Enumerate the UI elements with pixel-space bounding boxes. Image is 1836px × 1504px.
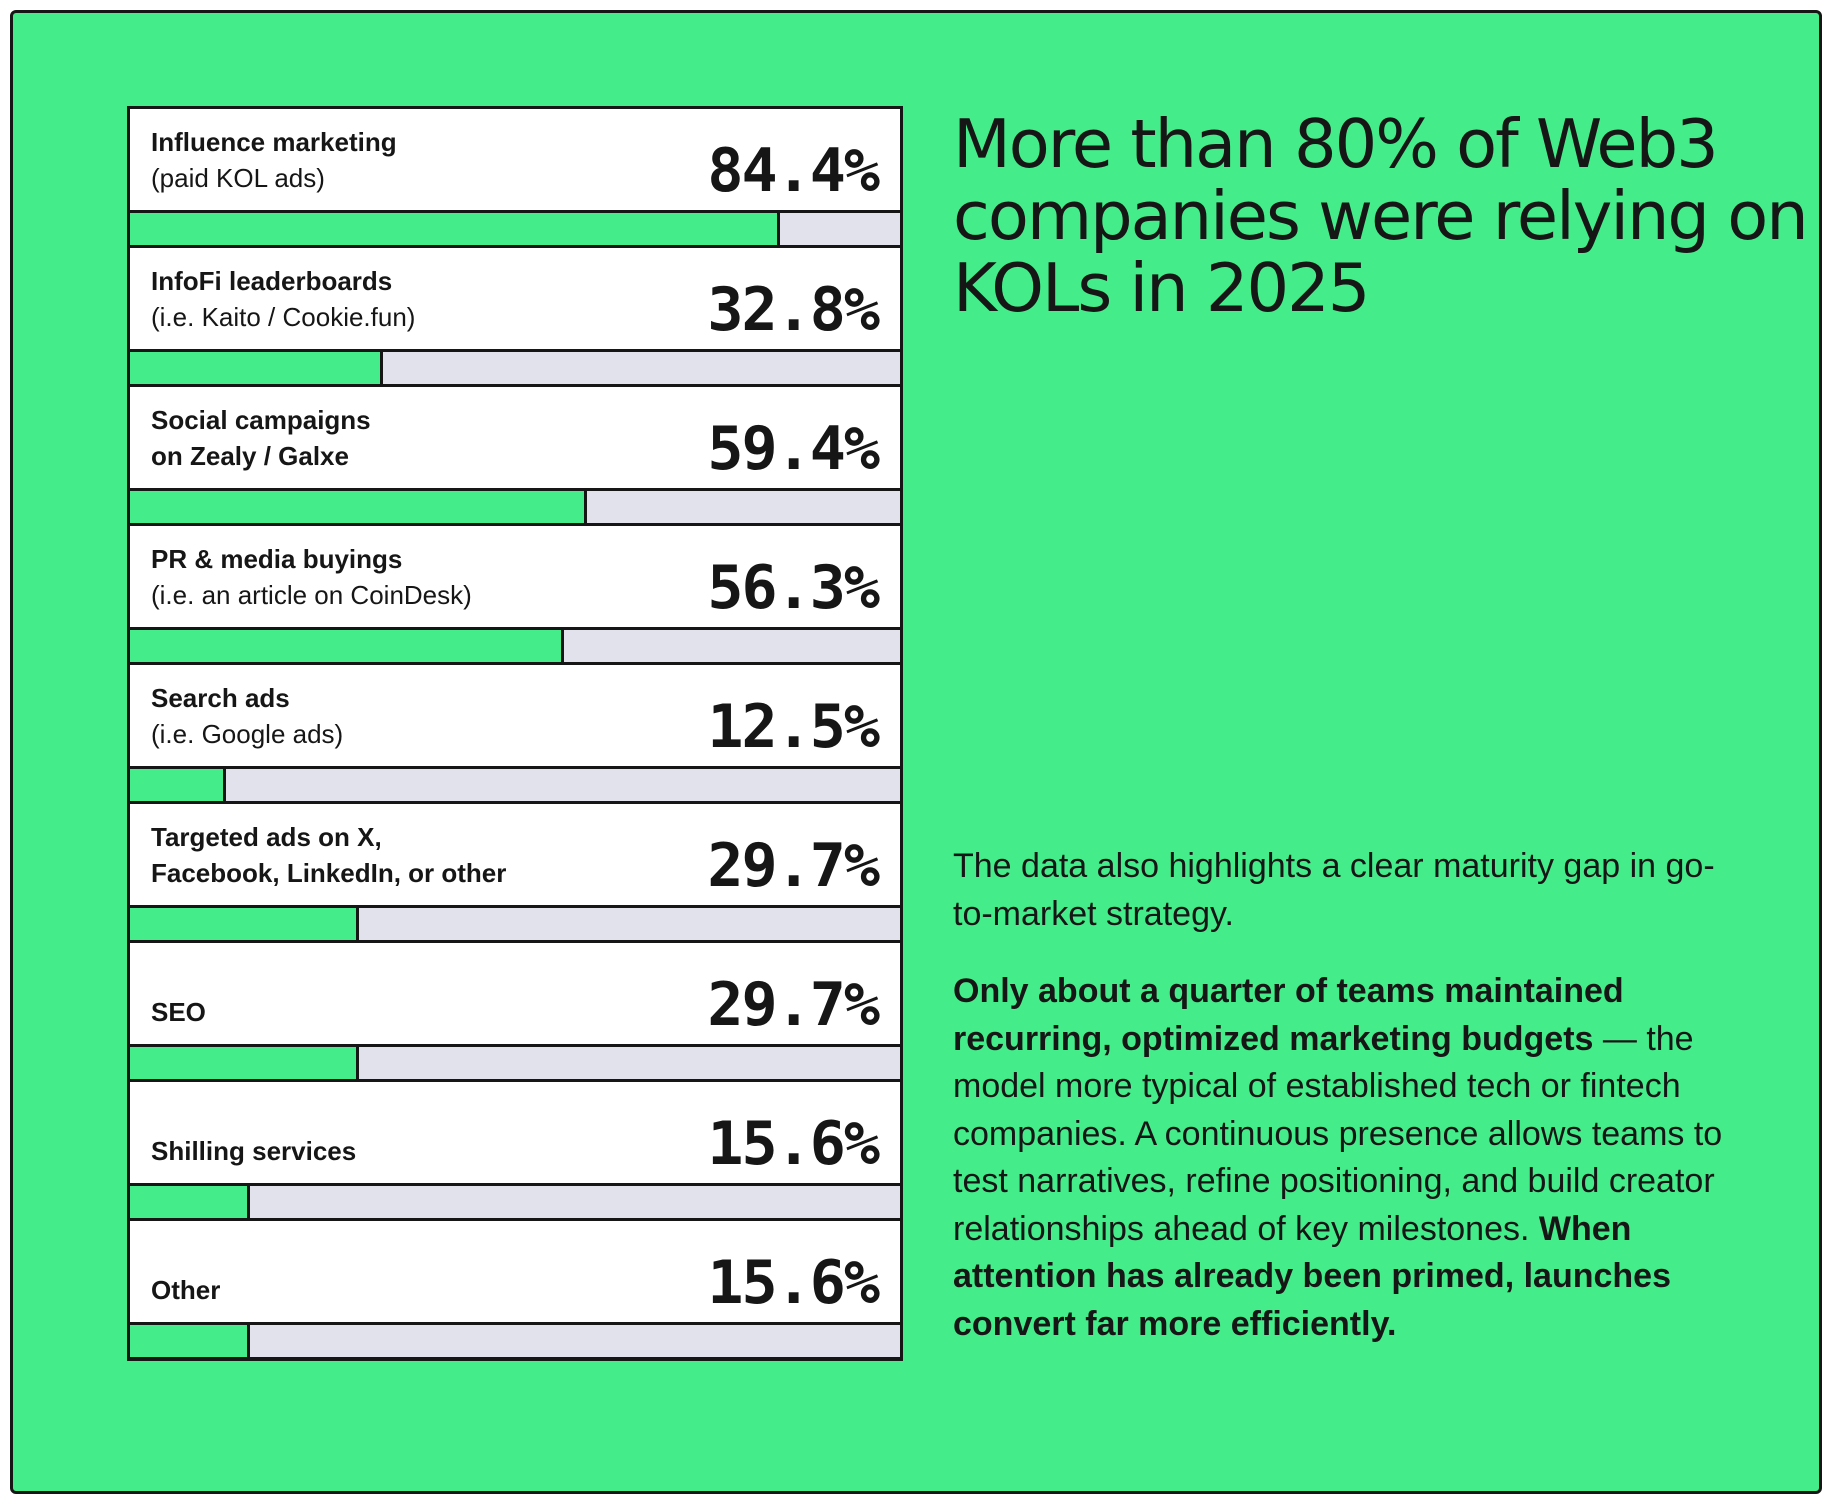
category-label-line1: Other: [151, 1275, 221, 1305]
value-label: 29.7%: [707, 970, 880, 1040]
category-label-line1: SEO: [151, 997, 206, 1027]
category-label: Targeted ads on X, Facebook, LinkedIn, or…: [151, 819, 506, 891]
category-label-line2: Facebook, LinkedIn, or other: [151, 858, 507, 888]
chart-row-label-box: Search ads (i.e. Google ads) 12.5%: [130, 665, 900, 769]
category-label: InfoFi leaderboards (i.e. Kaito / Cookie.…: [151, 263, 415, 335]
category-label: Search ads (i.e. Google ads): [151, 680, 343, 752]
bar-track: [130, 630, 900, 665]
body-bold-1: Only about a quarter of teams maintained…: [953, 972, 1624, 1058]
bar-track: [130, 769, 900, 804]
category-label-line1: Shilling services: [151, 1136, 357, 1166]
value-label: 32.8%: [707, 275, 880, 345]
chart-row-label-box: Influence marketing (paid KOL ads) 84.4%: [130, 109, 900, 213]
bar-track: [130, 491, 900, 526]
category-label: SEO: [151, 994, 206, 1030]
infographic-card: Influence marketing (paid KOL ads) 84.4% In…: [10, 10, 1822, 1494]
chart-row: Targeted ads on X, Facebook, LinkedIn, or…: [130, 804, 900, 943]
bar-chart: Influence marketing (paid KOL ads) 84.4% In…: [127, 106, 903, 1361]
category-label: Influence marketing (paid KOL ads): [151, 124, 397, 196]
category-label-line2: (paid KOL ads): [151, 163, 325, 193]
category-label-line1: Social campaigns: [151, 405, 371, 435]
category-label: Other: [151, 1272, 220, 1308]
bar-fill: [130, 213, 780, 245]
bar-track: [130, 352, 900, 387]
body-bold-2: When attention has already been primed, …: [953, 1209, 1671, 1343]
body-normal-1: — the model more typical of established …: [953, 1019, 1723, 1248]
bar-fill: [130, 908, 359, 940]
chart-row-label-box: Targeted ads on X, Facebook, LinkedIn, or…: [130, 804, 900, 908]
chart-row: Search ads (i.e. Google ads) 12.5%: [130, 665, 900, 804]
category-label: Shilling services: [151, 1133, 356, 1169]
value-label: 15.6%: [707, 1109, 880, 1179]
chart-row: Other 15.6%: [130, 1221, 900, 1360]
category-label-line1: Search ads: [151, 683, 290, 713]
chart-row-label-box: SEO 29.7%: [130, 943, 900, 1047]
category-label: Social campaigns on Zealy / Galxe: [151, 402, 371, 474]
bar-fill: [130, 1047, 359, 1079]
bar-fill: [130, 1186, 251, 1218]
chart-row-label-box: Social campaigns on Zealy / Galxe 59.4%: [130, 387, 900, 491]
value-label: 56.3%: [707, 553, 880, 623]
chart-row: SEO 29.7%: [130, 943, 900, 1082]
bar-fill: [130, 630, 564, 662]
bar-track: [130, 213, 900, 248]
category-label: PR & media buyings (i.e. an article on Co…: [151, 541, 472, 613]
category-label-line1: Targeted ads on X,: [151, 822, 382, 852]
body-paragraph-1: The data also highlights a clear maturit…: [953, 847, 1715, 933]
bar-fill: [130, 491, 588, 523]
body-text: The data also highlights a clear maturit…: [953, 843, 1753, 1378]
bar-track: [130, 1325, 900, 1360]
category-label-line1: Influence marketing: [151, 127, 397, 157]
value-label: 29.7%: [707, 831, 880, 901]
chart-row: Shilling services 15.6%: [130, 1082, 900, 1221]
value-label: 12.5%: [707, 692, 880, 762]
category-label-line1: PR & media buyings: [151, 544, 403, 574]
bar-track: [130, 1047, 900, 1082]
chart-row-label-box: PR & media buyings (i.e. an article on Co…: [130, 526, 900, 630]
chart-row: Influence marketing (paid KOL ads) 84.4%: [130, 109, 900, 248]
bar-fill: [130, 769, 227, 801]
bar-fill: [130, 1325, 251, 1357]
bar-track: [130, 908, 900, 943]
category-label-line2: (i.e. Google ads): [151, 719, 344, 749]
category-label-line2: on Zealy / Galxe: [151, 441, 349, 471]
chart-row: Social campaigns on Zealy / Galxe 59.4%: [130, 387, 900, 526]
body-paragraph-2: Only about a quarter of teams maintained…: [953, 968, 1753, 1348]
value-label: 84.4%: [707, 136, 880, 206]
bar-fill: [130, 352, 383, 384]
chart-row: PR & media buyings (i.e. an article on Co…: [130, 526, 900, 665]
bar-track: [130, 1186, 900, 1221]
chart-row-label-box: Other 15.6%: [130, 1221, 900, 1325]
category-label-line1: InfoFi leaderboards: [151, 266, 393, 296]
category-label-line2: (i.e. an article on CoinDesk): [151, 580, 472, 610]
category-label-line2: (i.e. Kaito / Cookie.fun): [151, 302, 416, 332]
value-label: 59.4%: [707, 414, 880, 484]
chart-row-label-box: InfoFi leaderboards (i.e. Kaito / Cookie.…: [130, 248, 900, 352]
chart-row-label-box: Shilling services 15.6%: [130, 1082, 900, 1186]
headline: More than 80% of Web3 companies were rel…: [953, 105, 1809, 327]
value-label: 15.6%: [707, 1248, 880, 1318]
chart-row: InfoFi leaderboards (i.e. Kaito / Cookie.…: [130, 248, 900, 387]
